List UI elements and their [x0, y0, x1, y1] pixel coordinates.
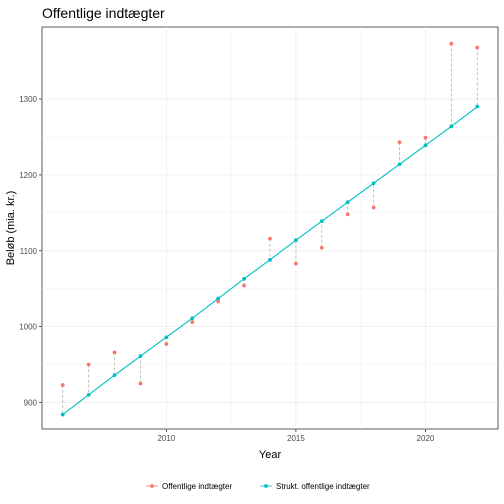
point-strukt-offentlige-indtaegter: [449, 124, 454, 129]
x-tick-label: 2010: [157, 434, 175, 443]
x-tick-label: 2015: [287, 434, 305, 443]
point-strukt-offentlige-indtaegter: [242, 276, 246, 281]
point-strukt-offentlige-indtaegter: [190, 316, 195, 321]
point-offentlige-indtaegter: [397, 140, 402, 145]
y-tick-label: 1200: [19, 171, 37, 180]
point-strukt-offentlige-indtaegter: [319, 219, 324, 224]
y-tick-label: 1300: [19, 95, 37, 104]
series-points: [60, 41, 480, 417]
grid: [42, 27, 498, 429]
point-strukt-offentlige-indtaegter: [423, 143, 428, 148]
point-strukt-offentlige-indtaegter: [164, 335, 169, 340]
point-offentlige-indtaegter: [216, 299, 221, 304]
chart-title: Offentlige indtægter: [42, 5, 165, 21]
point-offentlige-indtaegter: [449, 41, 454, 46]
y-tick-label: 1100: [20, 247, 38, 256]
point-strukt-offentlige-indtaegter: [216, 296, 221, 301]
point-strukt-offentlige-indtaegter: [138, 354, 143, 359]
legend-key-offentlige-indtaegter-point: [150, 484, 154, 488]
point-offentlige-indtaegter: [190, 320, 195, 324]
y-tick-label: 900: [24, 398, 38, 407]
point-strukt-offentlige-indtaegter: [268, 257, 272, 262]
point-offentlige-indtaegter: [294, 261, 298, 266]
point-offentlige-indtaegter: [164, 342, 169, 346]
point-offentlige-indtaegter: [371, 205, 376, 210]
x-axis-title: Year: [259, 449, 282, 461]
point-offentlige-indtaegter: [268, 236, 272, 241]
point-offentlige-indtaegter: [86, 362, 91, 367]
point-offentlige-indtaegter: [60, 383, 65, 387]
point-strukt-offentlige-indtaegter: [86, 392, 91, 397]
point-offentlige-indtaegter: [475, 45, 480, 50]
point-strukt-offentlige-indtaegter: [294, 238, 298, 243]
point-strukt-offentlige-indtaegter: [345, 200, 350, 205]
point-strukt-offentlige-indtaegter: [60, 412, 65, 417]
legend-label-strukt-offentlige-indtaegter: Strukt. offentlige indtægter: [276, 482, 370, 491]
y-axis-title: Beløb (mia. kr.): [5, 191, 17, 266]
point-strukt-offentlige-indtaegter: [475, 104, 480, 109]
point-strukt-offentlige-indtaegter: [112, 373, 117, 378]
plot-panel: [41, 26, 499, 430]
legend: Offentlige indtægter Strukt. offentlige i…: [146, 482, 370, 491]
x-tick-label: 2020: [417, 434, 435, 443]
y-axis: 900 1000 1100 1200 1300: [19, 95, 42, 407]
point-offentlige-indtaegter: [112, 350, 117, 355]
point-offentlige-indtaegter: [423, 135, 428, 140]
point-offentlige-indtaegter: [345, 212, 350, 217]
x-axis: 2010 2015 2020: [157, 429, 435, 443]
legend-label-offentlige-indtaegter: Offentlige indtægter: [162, 482, 232, 491]
point-strukt-offentlige-indtaegter: [397, 162, 402, 167]
point-offentlige-indtaegter: [242, 283, 246, 288]
point-offentlige-indtaegter: [138, 381, 143, 386]
y-tick-label: 1000: [19, 323, 37, 332]
point-offentlige-indtaegter: [319, 245, 324, 250]
legend-key-strukt-offentlige-indtaegter-point: [264, 484, 268, 488]
point-strukt-offentlige-indtaegter: [371, 181, 376, 186]
